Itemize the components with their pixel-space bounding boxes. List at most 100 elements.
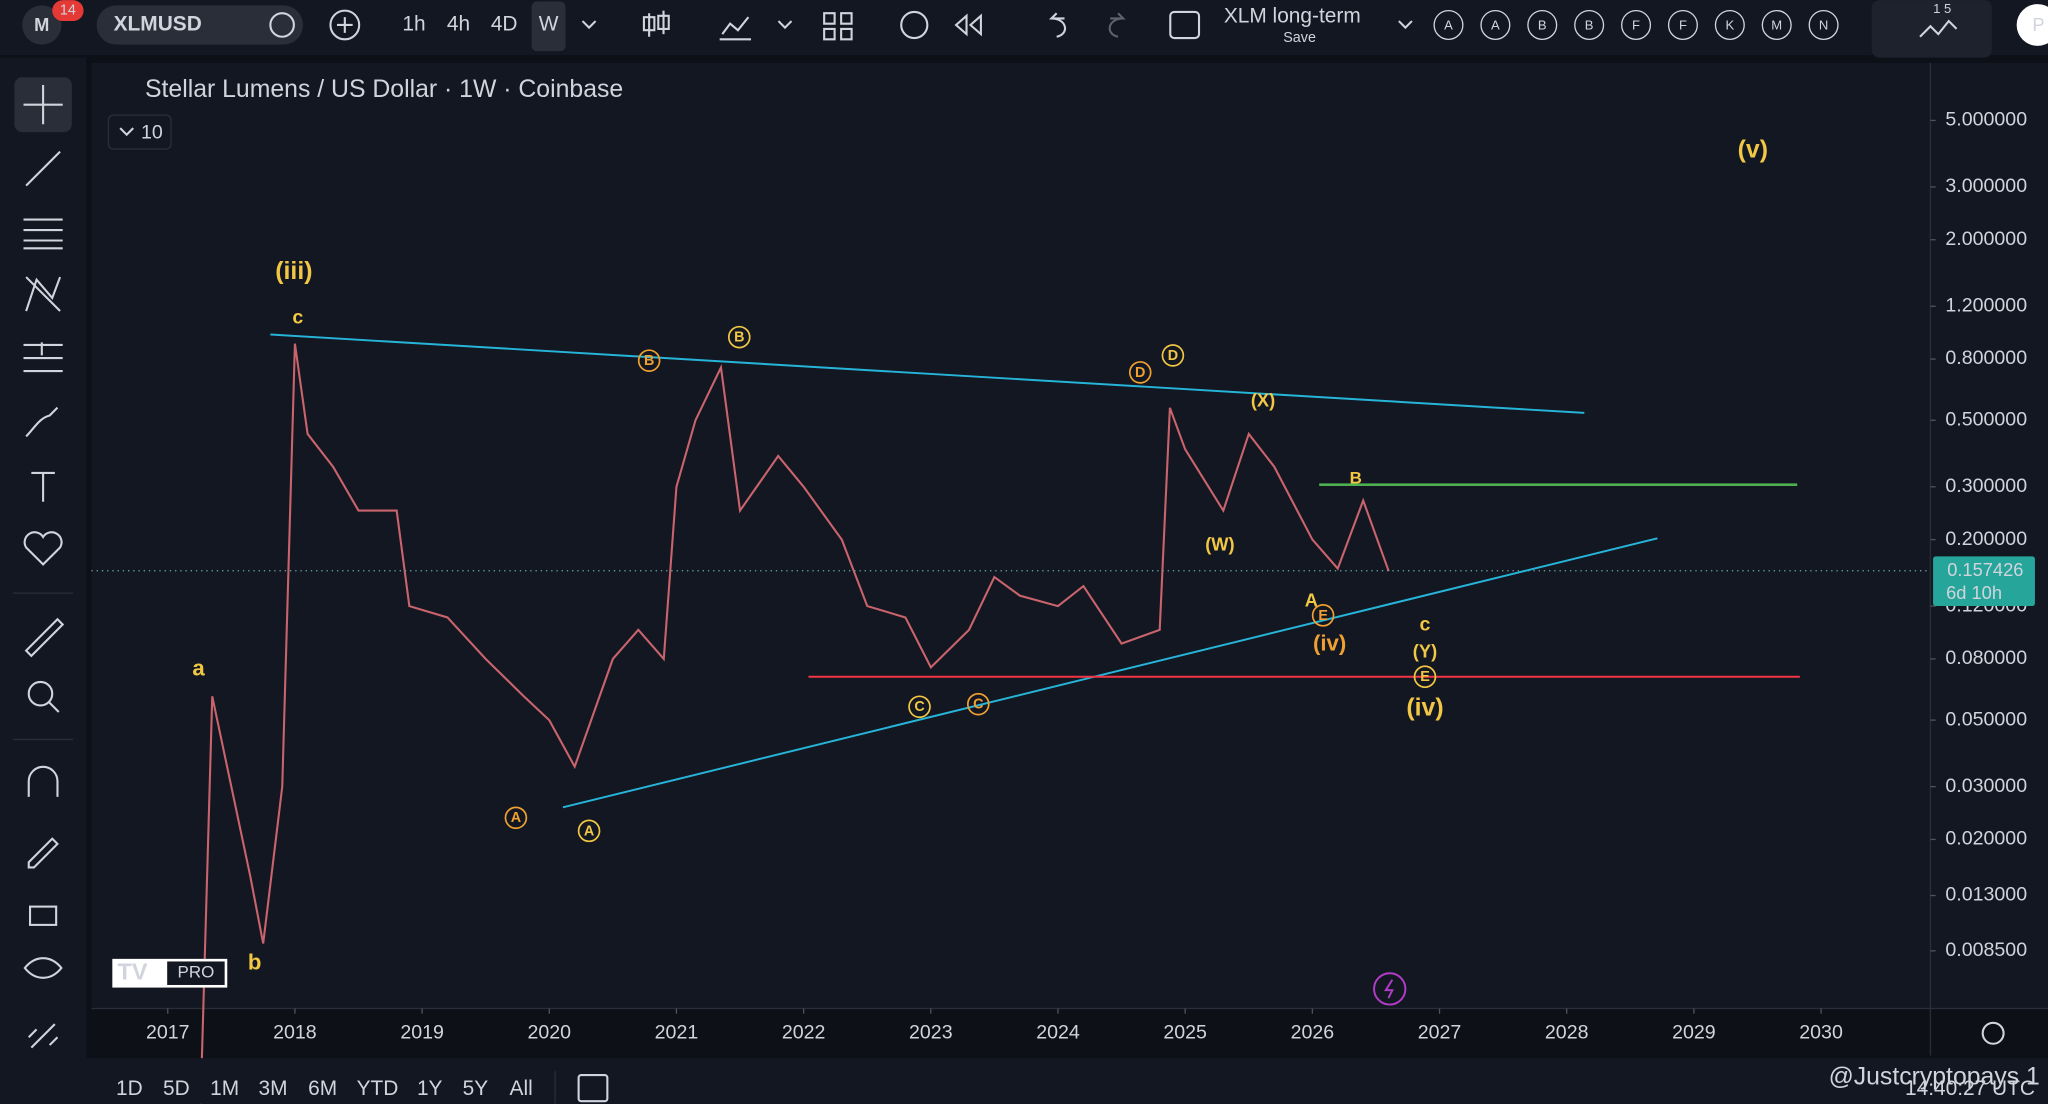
replay-icon[interactable] xyxy=(954,13,982,37)
x-tick-label: 2024 xyxy=(1036,1021,1080,1043)
chart-legend: Stellar Lumens / US Dollar · 1W · Coinba… xyxy=(145,76,623,103)
trendline-tool[interactable] xyxy=(25,150,61,187)
settings-icon[interactable] xyxy=(1981,1021,2005,1045)
y-tick-label: 0.300000 xyxy=(1945,475,2027,497)
x-tick-label: 2021 xyxy=(655,1021,699,1043)
indicator-toggle[interactable] xyxy=(107,114,172,150)
avatar[interactable] xyxy=(22,5,62,45)
chart-pane xyxy=(91,62,1931,1009)
alert-chip[interactable] xyxy=(1808,9,1839,40)
indicators-dropdown[interactable] xyxy=(777,20,793,30)
redo-icon[interactable] xyxy=(1108,12,1126,38)
timeframe[interactable]: 1Y xyxy=(417,1077,443,1100)
undo-icon[interactable] xyxy=(1048,12,1066,38)
x-tick-label: 2025 xyxy=(1163,1021,1207,1043)
text-tool[interactable] xyxy=(31,471,55,502)
brush-tool[interactable] xyxy=(25,406,59,438)
badge xyxy=(52,0,84,22)
alert-chip-label: F xyxy=(1632,18,1640,33)
intervals: 1h 4h 4D W xyxy=(402,12,558,35)
goto-date[interactable] xyxy=(577,1074,609,1103)
timeframe[interactable]: 3M xyxy=(258,1077,287,1100)
y-tick-label: 5.000000 xyxy=(1945,109,2027,131)
timeframe[interactable]: 1D xyxy=(116,1077,143,1100)
bolt xyxy=(1384,979,1394,999)
drawing-counter: 1 5 xyxy=(1933,1,1951,16)
y-tick-label: 0.200000 xyxy=(1945,528,2027,550)
pattern-tool[interactable] xyxy=(25,276,62,312)
wave-label: (Y) xyxy=(1413,640,1437,661)
y-tick-label: 0.008500 xyxy=(1945,939,2027,961)
alert-chip[interactable] xyxy=(1574,9,1605,40)
x-tick-label: 2030 xyxy=(1799,1021,1843,1043)
last-price-label: 0.157426 xyxy=(1947,559,2023,580)
interval[interactable]: 4D xyxy=(491,12,518,35)
layout-box[interactable] xyxy=(1169,10,1201,40)
indicators-icon[interactable] xyxy=(719,16,752,41)
alert-chip[interactable] xyxy=(1527,9,1558,40)
alert-chip[interactable] xyxy=(1761,9,1792,40)
interval[interactable]: 1h xyxy=(402,12,425,35)
layout-icon[interactable] xyxy=(823,12,853,41)
chart-type-icon[interactable] xyxy=(642,10,670,37)
profile-button[interactable] xyxy=(2016,4,2048,46)
drawing-tool[interactable] xyxy=(1919,19,1958,38)
wave-label: (iv) xyxy=(1406,694,1443,721)
timeframe[interactable]: 6M xyxy=(308,1077,337,1100)
events-icon[interactable] xyxy=(1373,972,1407,1006)
magnet-tool[interactable] xyxy=(27,765,59,797)
ruler-tool[interactable] xyxy=(24,617,65,658)
interval[interactable]: 4h xyxy=(447,12,470,35)
price-axis xyxy=(1930,62,2048,1009)
active-interval xyxy=(531,1,566,52)
x-tick-label: 2028 xyxy=(1545,1021,1589,1043)
favorites-tool[interactable] xyxy=(23,531,63,566)
y-tick-label: 1.200000 xyxy=(1945,294,2027,316)
last-price-tag xyxy=(1933,556,2035,607)
add-symbol[interactable] xyxy=(329,9,361,41)
watermark: @Justcryptopays 1 xyxy=(1829,1063,2040,1090)
x-tick-label: 2026 xyxy=(1291,1021,1335,1043)
layout-dropdown[interactable] xyxy=(1398,20,1413,30)
y-tick-label: 0.800000 xyxy=(1945,347,2027,369)
x-tick-label: 2027 xyxy=(1418,1021,1462,1043)
interval[interactable]: W xyxy=(539,12,559,35)
y-tick-label: 0.500000 xyxy=(1945,408,2027,430)
crosshair-tool[interactable] xyxy=(23,85,63,125)
compare-icon[interactable] xyxy=(269,12,295,38)
alert-chip[interactable] xyxy=(1480,9,1511,40)
remove-tool[interactable] xyxy=(27,1023,59,1049)
symbol-search[interactable] xyxy=(96,5,304,45)
timeframe[interactable]: YTD xyxy=(357,1077,399,1100)
interval-dropdown[interactable] xyxy=(581,20,597,30)
y-tick-label: 0.050000 xyxy=(1945,708,2027,730)
wave-label: E xyxy=(1318,608,1328,624)
alert-chip[interactable] xyxy=(1621,9,1652,40)
lock-drawing-tool[interactable] xyxy=(27,837,59,869)
hide-tool[interactable] xyxy=(23,957,63,979)
alert-chip[interactable] xyxy=(1714,9,1745,40)
wave-label: E xyxy=(1420,669,1430,685)
left-toolbar xyxy=(0,57,87,1104)
x-tick-label: 2029 xyxy=(1672,1021,1716,1043)
timeframe[interactable]: 1M xyxy=(210,1077,239,1100)
alert-chip[interactable] xyxy=(1433,9,1464,40)
forecast-tool[interactable] xyxy=(23,342,63,373)
logo-mark: TV xyxy=(118,958,148,984)
alert-chip[interactable] xyxy=(1667,9,1698,40)
timeframe[interactable]: 5Y xyxy=(463,1077,489,1100)
clock: 14:40:27 UTC xyxy=(1905,1077,2035,1100)
plot: 5.000000 3.000000 2.000000 1.200000 0.800000… xyxy=(91,109,2035,1104)
alert-icon[interactable] xyxy=(900,10,929,40)
zoom-tool[interactable] xyxy=(27,680,54,707)
fib-tool[interactable] xyxy=(23,218,63,250)
alert-chip-label: A xyxy=(1444,18,1453,33)
alert-chip-label: B xyxy=(1585,18,1594,33)
timeframe[interactable]: 5D xyxy=(163,1077,190,1100)
y-tick-label: 0.030000 xyxy=(1945,775,2027,797)
timeframe[interactable]: All xyxy=(510,1077,533,1100)
save-label[interactable]: Save xyxy=(1283,30,1316,46)
lock-tool[interactable] xyxy=(28,905,58,926)
